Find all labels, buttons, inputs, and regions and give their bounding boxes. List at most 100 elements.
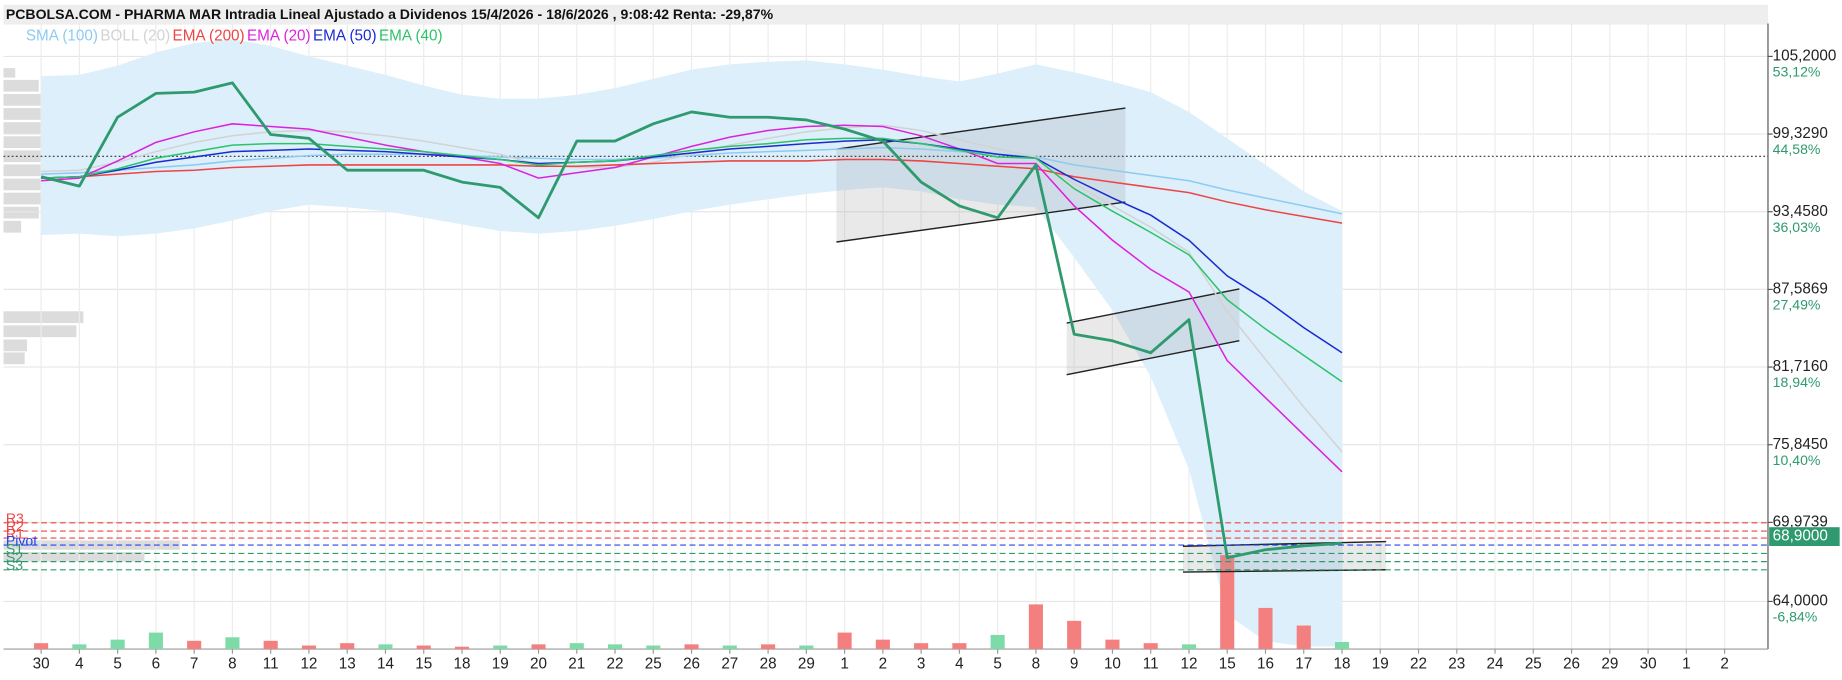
volume-bar [1067,620,1082,650]
x-tick-label: 27 [721,655,738,672]
profile-bar [3,325,77,338]
y-tick-label: 105,2000 [1773,47,1837,64]
x-tick-label: 4 [955,655,964,672]
pivot-label: S3 [6,557,23,573]
profile-bar [3,79,39,92]
x-tick-label: 1 [1682,655,1691,672]
y-tick-label: 81,7160 [1773,358,1828,375]
y2-tick-label: 10,40% [1773,452,1821,468]
profile-bar [3,122,69,134]
price-line [40,81,1343,560]
indicator-line [41,139,1343,354]
volume-bar [531,644,546,650]
volume-bar [646,645,661,650]
pivot-label: Pivot [6,532,37,548]
x-tick-label: 12 [1180,655,1197,672]
volume-bar [684,644,699,650]
x-tick-label: 8 [228,655,237,672]
volume-bar [1181,644,1197,650]
y2-tick-label: 27,49% [1773,297,1821,313]
y-tick-label: 87,5869 [1773,280,1828,297]
profile-bar [3,68,16,78]
x-tick-label: 10 [1104,655,1121,672]
volume-bar [1296,625,1311,650]
x-tick-label: 23 [1448,655,1465,672]
volume-bar [148,632,163,650]
volume-bar [1105,639,1120,650]
pivot-label: S1 [6,541,23,557]
legend-entry: EMA (20) [247,27,311,44]
profile-bar [3,206,39,219]
x-tick-label: 22 [1410,655,1427,672]
channel-line [1066,288,1240,324]
x-tick-label: 4 [75,655,84,672]
indicator-line [41,146,1343,215]
last-price-label: 68,9000 [1773,528,1828,545]
x-tick-label: 18 [1334,655,1351,672]
volume-bar [454,646,470,650]
volume-bar [837,632,852,650]
x-tick-label: 3 [917,655,926,672]
x-tick-label: 24 [1487,655,1504,672]
x-tick-label: 26 [683,655,700,672]
indicator-line [41,124,1343,453]
y2-tick-label: 36,03% [1773,219,1821,235]
volume-bar [1028,604,1043,650]
volume-bar [722,645,737,650]
x-tick-label: 5 [113,655,122,672]
x-tick-label: 19 [1372,655,1389,672]
x-tick-label: 26 [1563,655,1580,672]
y-tick-label: 99,3290 [1773,125,1828,142]
y2-tick-label: 44,58% [1773,141,1821,157]
x-tick-label: 9 [1070,655,1079,672]
x-tick-label: 11 [1143,655,1159,672]
x-tick-label: 11 [263,655,279,672]
pivot-label: R1 [6,525,24,541]
last-price-box [1769,527,1840,546]
y-tick-label: 93,4580 [1773,203,1828,220]
volume-bar [378,644,393,650]
channel-fill [1182,541,1387,573]
volume-bar [187,640,202,650]
x-tick-label: 28 [760,655,777,672]
volume-bar [607,644,623,650]
volume-bar [875,639,890,650]
x-tick-label: 5 [993,655,1002,672]
profile-bar [3,352,25,365]
x-tick-label: 8 [1032,655,1041,672]
volume-bar [301,645,316,650]
x-tick-label: 29 [798,655,815,672]
x-tick-label: 20 [530,655,547,672]
volume-bar [340,643,355,650]
volume-bar [493,645,508,650]
y-tick-label: 64,0000 [1773,592,1828,609]
x-tick-label: 19 [492,655,509,672]
volume-bar [225,637,240,650]
volume-bar [761,644,776,650]
profile-bar [3,192,57,205]
x-tick-label: 12 [300,655,317,672]
profile-bar [3,220,22,233]
x-tick-label: 30 [1640,655,1657,672]
chart-title: PCBOLSA.COM - PHARMA MAR Intradia Lineal… [6,6,774,22]
volume-bar [72,644,87,650]
volume-bar [914,643,929,650]
x-tick-label: 1 [840,655,849,672]
pivot-label: S2 [6,549,23,565]
y2-tick-label: -6,84% [1773,609,1818,625]
indicator-line [41,137,1343,383]
volume-bar [1334,641,1350,650]
title-bar [3,4,1768,25]
x-tick-label: 30 [33,655,50,672]
profile-bar [3,311,84,324]
x-tick-label: 17 [1295,655,1312,672]
legend-entry: SMA (100) [26,27,98,44]
y-tick-label: 69,9739 [1773,513,1828,530]
volume-bar [34,643,49,650]
x-tick-label: 16 [1257,655,1274,672]
x-tick-label: 15 [415,655,432,672]
volume-bar [799,645,814,650]
